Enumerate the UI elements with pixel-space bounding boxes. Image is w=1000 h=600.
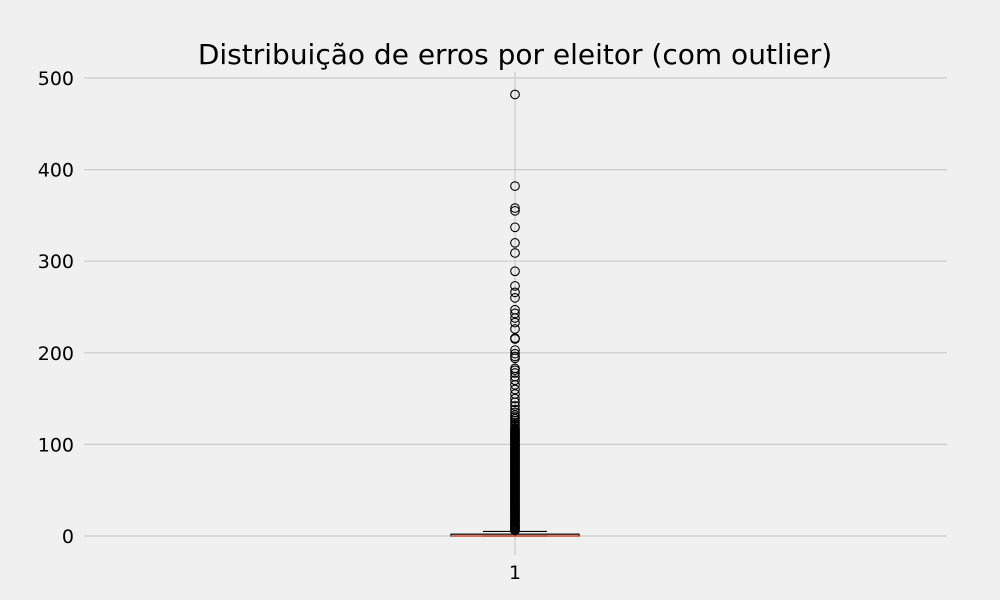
outlier-point (510, 313, 520, 323)
outlier-point (510, 308, 520, 319)
outlier-point (510, 380, 520, 390)
outlier-point (510, 353, 520, 364)
outlier-point (510, 222, 520, 233)
outlier-point (510, 281, 520, 291)
axis-layer: 0 100 200 300 400 500 1 (38, 68, 521, 584)
outlier-point (510, 421, 520, 431)
y-tick-label: 500 (38, 68, 74, 90)
outlier-point (510, 324, 520, 334)
y-tick-label: 400 (38, 160, 74, 182)
y-tick-label: 300 (38, 251, 74, 273)
outlier-point (510, 365, 520, 376)
outlier-point (510, 368, 520, 378)
outlier-point (510, 248, 520, 258)
y-tick-label: 0 (62, 526, 74, 548)
outlier-point (510, 375, 520, 386)
outlier-point (510, 205, 520, 216)
outlier-point (510, 393, 520, 404)
outlier-point (510, 397, 520, 408)
x-tick-label: 1 (509, 562, 521, 584)
outlier-point (510, 401, 520, 411)
outlier-point (510, 89, 520, 100)
outlier-point (510, 404, 520, 415)
outlier-point (510, 203, 520, 213)
outlier-point (510, 266, 520, 277)
outlier-point (510, 317, 520, 328)
outlier-point (510, 292, 520, 303)
outlier-point (510, 348, 520, 359)
outlier-point (510, 287, 520, 298)
outlier-point (510, 238, 520, 248)
outlier-point (510, 384, 520, 395)
outlier-point (510, 334, 520, 344)
outlier-point (510, 181, 520, 191)
y-tick-label: 200 (38, 343, 74, 365)
y-tick-label: 100 (38, 434, 74, 456)
plot-layer (450, 89, 580, 537)
grid-layer (84, 72, 947, 555)
chart-title: Distribuição de erros por eleitor (com o… (198, 38, 832, 71)
